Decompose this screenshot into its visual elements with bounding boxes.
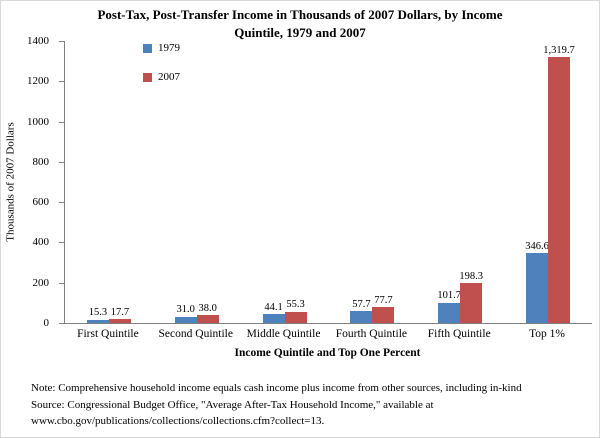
- legend: 1979 2007: [143, 42, 180, 83]
- source-url: www.cbo.gov/publications/collections/col…: [31, 415, 325, 427]
- bar-group: 57.7 77.7: [328, 41, 416, 323]
- bar-value-label: 44.1: [264, 301, 283, 313]
- bar-value-label: 101.7: [437, 289, 462, 301]
- bar-column: 31.0: [174, 41, 197, 323]
- bar-2007: [108, 319, 131, 323]
- footnotes: Note: Comprehensive household income equ…: [31, 380, 591, 430]
- bar-column: 17.7: [108, 41, 131, 323]
- y-tick-mark: [59, 242, 65, 244]
- bar-value-label: 198.3: [459, 270, 484, 282]
- y-axis-tick-labels: 0 200 400 600 800 1000 1200 1400: [1, 35, 57, 329]
- bar-value-label: 55.3: [286, 299, 305, 311]
- bar-value-label: 31.0: [176, 304, 195, 316]
- y-tick-label: 200: [32, 276, 50, 289]
- legend-label-2007: 2007: [158, 71, 180, 83]
- y-tick-label: 1200: [27, 75, 49, 88]
- x-category-label: Fourth Quintile: [335, 328, 408, 340]
- bar-1979: [262, 314, 285, 323]
- bar-value-label: 38.0: [198, 302, 217, 314]
- bar-column: 1,319.7: [543, 41, 575, 323]
- legend-swatch-1979: [143, 43, 152, 53]
- legend-label-1979: 1979: [158, 42, 180, 54]
- bar-2007: [196, 315, 219, 323]
- legend-swatch-2007: [143, 72, 152, 82]
- bar-group: 346.6 1,319.7: [504, 41, 592, 323]
- plot-area: 1979 2007 15.3 17.7 31.0 38.0 44.1 55.3 57.7 77.…: [59, 41, 592, 324]
- y-tick-label: 800: [32, 155, 50, 168]
- bar-column: 44.1: [262, 41, 285, 323]
- y-tick-mark: [59, 121, 65, 123]
- bar-column: 57.7: [350, 41, 373, 323]
- bar-column: 55.3: [284, 41, 307, 323]
- bar-1979: [86, 319, 109, 323]
- y-tick-mark: [59, 323, 65, 324]
- chart-title-line2: Quintile, 1979 and 2007: [234, 24, 366, 40]
- y-tick-mark: [59, 41, 65, 42]
- bar-column: 77.7: [372, 41, 395, 323]
- bar-group: 44.1 55.3: [241, 41, 329, 323]
- chart-title: Post-Tax, Post-Transfer Income in Thousa…: [1, 6, 599, 41]
- x-axis-category-labels: First Quintile Second Quintile Middle Quin…: [64, 328, 591, 340]
- note-line: Note: Comprehensive household income equ…: [31, 382, 522, 394]
- bar-column: 101.7: [437, 41, 462, 323]
- bar-column: 38.0: [196, 41, 219, 323]
- legend-item-2007: 2007: [143, 71, 180, 83]
- bar-group: 101.7 198.3: [416, 41, 504, 323]
- source-line: Source: Congressional Budget Office, "Av…: [31, 398, 434, 411]
- legend-item-1979: 1979: [143, 42, 180, 54]
- bar-column: 346.6: [525, 41, 549, 323]
- bar-1979: [526, 253, 549, 323]
- y-tick-mark: [59, 282, 65, 284]
- bar-value-label: 17.7: [110, 306, 130, 318]
- bar-2007: [372, 307, 395, 323]
- y-tick-mark: [59, 202, 65, 204]
- bar-value-label: 77.7: [374, 294, 393, 306]
- bar-group: 15.3 17.7: [65, 41, 153, 323]
- y-tick-label: 400: [32, 236, 50, 249]
- x-category-label: Second Quintile: [158, 328, 233, 340]
- bar-1979: [174, 316, 197, 323]
- bar-2007: [548, 57, 571, 323]
- y-tick-mark: [59, 81, 65, 83]
- y-tick-mark: [59, 161, 65, 163]
- y-tick-label: 600: [32, 196, 50, 209]
- y-tick-label: 0: [43, 317, 50, 329]
- bar-value-label: 15.3: [88, 307, 108, 319]
- bar-1979: [438, 302, 461, 323]
- bar-group: 31.0 38.0: [153, 41, 241, 323]
- x-category-label: Middle Quintile: [246, 328, 321, 340]
- bar-1979: [350, 311, 373, 323]
- bar-2007: [284, 311, 307, 323]
- x-category-label: First Quintile: [77, 328, 139, 340]
- bar-value-label: 346.6: [525, 240, 549, 252]
- bar-value-label: 57.7: [352, 298, 371, 310]
- bar-column: 198.3: [459, 41, 484, 323]
- x-axis-title: Income Quintile and Top One Percent: [234, 347, 421, 359]
- bar-2007: [460, 283, 483, 323]
- x-category-label: Top 1%: [529, 328, 566, 340]
- bar-groups: 15.3 17.7 31.0 38.0 44.1 55.3 57.7 77.7 101.7 198…: [65, 41, 592, 323]
- y-tick-label: 1400: [27, 35, 49, 47]
- bar-value-label: 1,319.7: [543, 44, 575, 56]
- chart-title-line1: Post-Tax, Post-Transfer Income in Thousa…: [97, 7, 503, 22]
- y-tick-label: 1000: [27, 115, 49, 128]
- x-category-label: Fifth Quintile: [427, 328, 491, 340]
- bar-column: 15.3: [86, 41, 109, 323]
